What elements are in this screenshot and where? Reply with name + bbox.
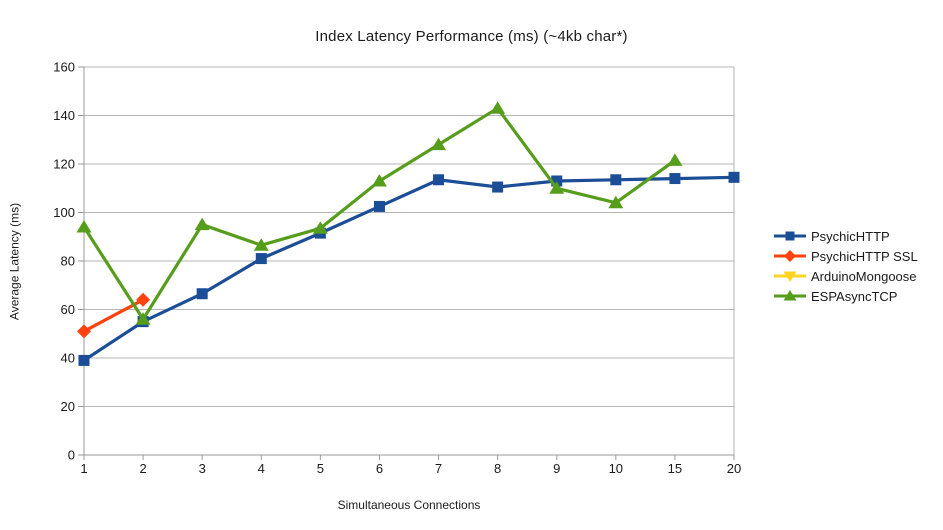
- x-tick-label: 15: [668, 461, 682, 476]
- data-point-marker: [490, 101, 506, 114]
- square-legend-swatch-icon: [774, 231, 806, 241]
- series-line-espasynctcp: [82, 106, 676, 323]
- data-point-marker: [136, 292, 151, 307]
- data-point-marker: [610, 174, 622, 186]
- legend-item: PsychicHTTP: [774, 226, 918, 246]
- y-tick-label: 20: [61, 399, 75, 414]
- x-tick-label: 6: [376, 461, 383, 476]
- legend-item: ArduinoMongoose: [774, 266, 918, 286]
- data-point-marker: [77, 324, 91, 339]
- x-tick-label: 20: [727, 461, 741, 476]
- triangle-up-legend-swatch-icon: [774, 290, 806, 301]
- data-point-marker: [608, 195, 624, 209]
- x-tick-label: 8: [494, 461, 501, 476]
- legend: PsychicHTTP PsychicHTTP SSL ArduinoMongoos…: [774, 226, 918, 306]
- legend-item-label: PsychicHTTP: [811, 228, 890, 244]
- data-point-marker: [135, 312, 151, 325]
- data-point-marker: [492, 181, 504, 193]
- data-point-marker: [667, 153, 683, 166]
- x-tick-label: 1: [80, 461, 87, 476]
- y-tick-label: 40: [61, 351, 75, 366]
- data-point-marker: [373, 200, 385, 212]
- y-tick-label: 160: [53, 60, 75, 75]
- chart-title: Index Latency Performance (ms) (~4kb cha…: [315, 28, 628, 45]
- data-point-marker: [431, 137, 447, 151]
- legend-item: PsychicHTTP SSL: [774, 246, 918, 266]
- series-line-psychichttp: [83, 175, 735, 362]
- x-tick-label: 4: [258, 461, 265, 476]
- diamond-legend-swatch-icon: [774, 250, 806, 262]
- data-point-marker: [312, 221, 328, 234]
- y-tick-label: 140: [53, 108, 75, 123]
- y-tick-label: 80: [61, 254, 75, 269]
- triangle-down-legend-swatch-icon: [774, 271, 806, 282]
- y-tick-label: 100: [53, 205, 75, 220]
- data-point-marker: [371, 173, 387, 187]
- data-point-marker: [255, 253, 267, 265]
- data-point-marker: [669, 173, 681, 185]
- y-tick-label: 120: [53, 157, 75, 172]
- data-point-marker: [728, 171, 740, 183]
- data-point-marker: [253, 238, 269, 251]
- x-tick-label: 3: [199, 461, 206, 476]
- data-point-marker: [194, 217, 210, 231]
- x-tick-label: 5: [317, 461, 324, 476]
- legend-item-label: PsychicHTTP SSL: [811, 248, 918, 264]
- legend-item-label: ESPAsyncTCP: [811, 288, 898, 304]
- legend-item-label: ArduinoMongoose: [811, 268, 917, 284]
- data-point-marker: [551, 175, 563, 187]
- y-tick-label: 0: [68, 448, 75, 463]
- legend-item: ESPAsyncTCP: [774, 286, 918, 306]
- data-point-marker: [549, 181, 565, 194]
- data-point-marker: [76, 220, 92, 233]
- data-point-marker: [78, 354, 90, 366]
- x-tick-label: 10: [609, 461, 623, 476]
- data-point-marker: [196, 288, 208, 300]
- x-tick-label: 9: [553, 461, 560, 476]
- x-axis-title: Simultaneous Connections: [337, 498, 481, 512]
- x-tick-label: 2: [139, 461, 146, 476]
- y-tick-label: 60: [61, 302, 75, 317]
- x-tick-label: 7: [435, 461, 442, 476]
- data-point-marker: [433, 174, 445, 186]
